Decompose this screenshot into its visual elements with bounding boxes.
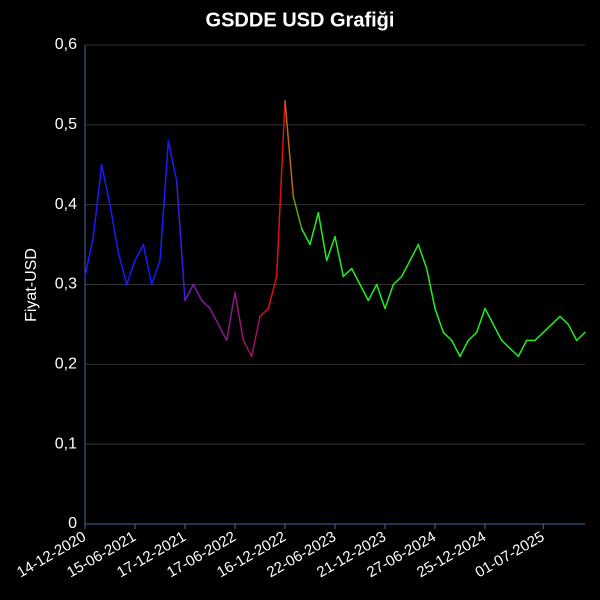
line-segment (509, 347, 520, 358)
line-segment (567, 323, 578, 342)
line-segment (317, 211, 328, 262)
y-axis-label: Fiyat-USD (23, 248, 40, 322)
line-segment (292, 195, 303, 230)
line-segment (534, 331, 545, 342)
line-segment (175, 179, 186, 302)
line-segment (409, 243, 420, 262)
line-segment (184, 283, 195, 302)
line-segment (434, 307, 445, 334)
line-segment (92, 164, 103, 238)
line-segment (425, 267, 436, 310)
line-segment (484, 307, 495, 326)
line-segment (467, 331, 478, 342)
line-segment (475, 307, 486, 334)
y-tick-label: 0,5 (55, 116, 77, 133)
line-segment (450, 339, 461, 358)
line-segment (400, 259, 411, 278)
line-segment (375, 283, 386, 310)
line-segment (150, 259, 161, 286)
line-segment (334, 235, 345, 278)
line-segment (209, 307, 220, 326)
line-segment (459, 339, 470, 358)
line-segment (275, 100, 286, 278)
line-segment (84, 235, 95, 278)
line-segment (575, 331, 586, 342)
line-segment (234, 291, 245, 342)
line-segment (242, 339, 253, 358)
line-segment (359, 283, 370, 302)
y-tick-label: 0,1 (55, 435, 77, 452)
line-segment (559, 315, 570, 326)
y-tick-label: 0,6 (55, 36, 77, 53)
line-segment (225, 291, 236, 342)
line-segment (284, 100, 295, 198)
line-segment (542, 323, 553, 334)
y-tick-label: 0 (68, 515, 77, 532)
line-segment (117, 251, 128, 286)
chart-title: GSDDE USD Grafiği (206, 9, 395, 31)
line-segment (192, 283, 203, 302)
line-segment (200, 299, 211, 310)
line-segment (350, 267, 361, 286)
line-segment (125, 259, 136, 286)
line-segment (367, 283, 378, 302)
line-segment (309, 211, 320, 246)
line-segment (250, 315, 261, 358)
line-segment (300, 227, 311, 246)
line-segment (134, 243, 145, 262)
line-segment (217, 323, 228, 342)
line-segment (259, 307, 270, 318)
line-segment (550, 315, 561, 326)
line-segment (142, 243, 153, 286)
line-segment (342, 267, 353, 278)
line-segment (100, 164, 111, 206)
line-segment (167, 140, 178, 182)
line-segment (442, 331, 453, 342)
line-segment (500, 339, 511, 350)
y-tick-label: 0,4 (55, 196, 77, 213)
line-segment (392, 275, 403, 286)
line-segment (325, 235, 336, 262)
line-segment (517, 339, 528, 358)
line-segment (492, 323, 503, 342)
y-tick-label: 0,3 (55, 276, 77, 293)
line-segment (159, 140, 170, 262)
line-segment (417, 243, 428, 270)
line-segment (267, 275, 278, 310)
line-segment (109, 203, 120, 254)
y-tick-label: 0,2 (55, 356, 77, 373)
line-segment (384, 283, 395, 310)
